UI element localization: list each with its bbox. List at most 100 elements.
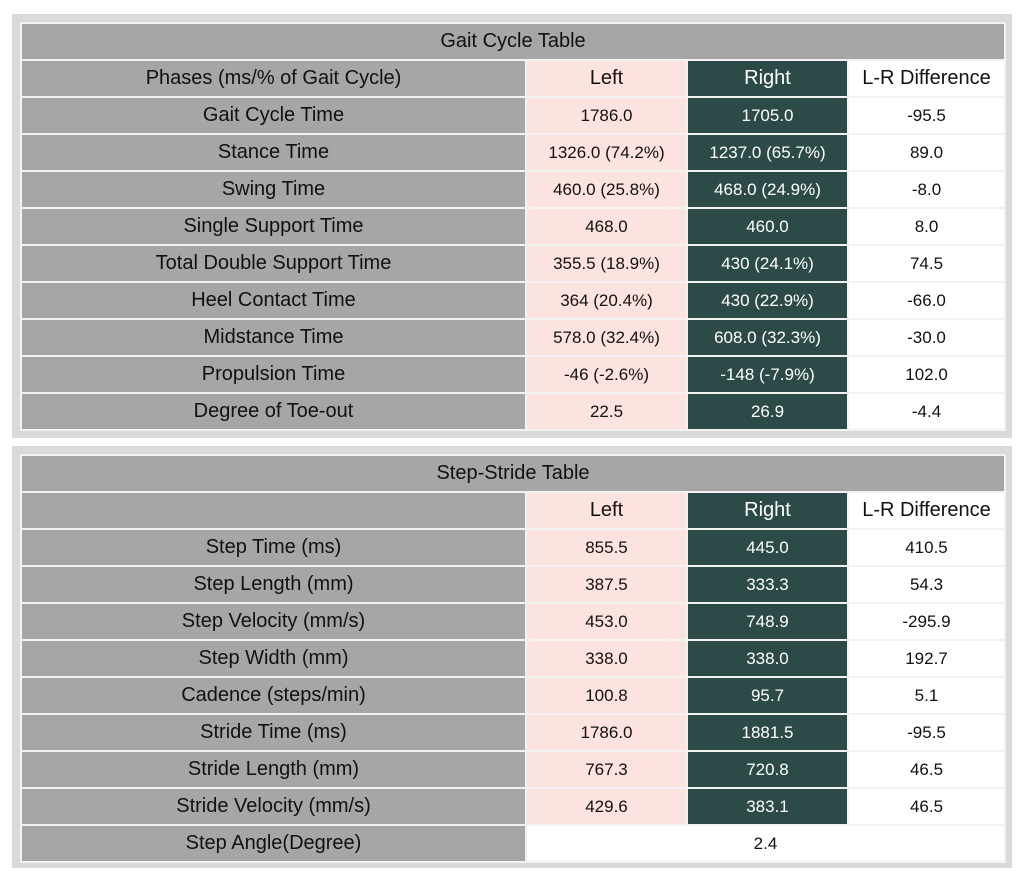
row-label: Total Double Support Time (20, 244, 527, 283)
right-value: 748.9 (686, 602, 849, 641)
right-value: 1237.0 (65.7%) (686, 133, 849, 172)
gait-cycle-title: Gait Cycle Table (19, 22, 1007, 61)
difference-value: 192.7 (847, 639, 1006, 678)
right-value: -148 (-7.9%) (686, 355, 849, 394)
table-row: Step Velocity (mm/s) 453.0 748.9 -295.9 (20, 602, 1006, 641)
difference-value: -295.9 (847, 602, 1006, 641)
table-row: Stance Time 1326.0 (74.2%) 1237.0 (65.7%) 8… (20, 133, 1007, 172)
table-row: Propulsion Time -46 (-2.6%) -148 (-7.9%) 10… (20, 355, 1007, 394)
row-label: Propulsion Time (20, 355, 527, 394)
table-row: Swing Time 460.0 (25.8%) 468.0 (24.9%) -8.0 (20, 170, 1007, 209)
table-row: Single Support Time 468.0 460.0 8.0 (20, 207, 1007, 246)
left-value: 338.0 (525, 639, 688, 678)
table-row: Midstance Time 578.0 (32.4%) 608.0 (32.3%)… (20, 318, 1007, 357)
difference-value: -4.4 (846, 392, 1007, 431)
right-value: 430 (22.9%) (686, 281, 849, 320)
difference-column-header: L-R Difference (846, 59, 1007, 98)
left-column-header: Left (525, 491, 688, 530)
left-value: 387.5 (525, 565, 688, 604)
row-label: Step Width (mm) (20, 639, 527, 678)
right-value: 26.9 (686, 392, 849, 431)
table-row: Cadence (steps/min) 100.8 95.7 5.1 (20, 676, 1006, 715)
metric-column-header (20, 491, 527, 530)
left-value: 855.5 (525, 528, 688, 567)
difference-value: 8.0 (846, 207, 1007, 246)
table-row: Step Width (mm) 338.0 338.0 192.7 (20, 639, 1006, 678)
left-value: -46 (-2.6%) (525, 355, 688, 394)
right-value: 333.3 (686, 565, 849, 604)
left-value: 578.0 (32.4%) (525, 318, 688, 357)
table-row: Degree of Toe-out 22.5 26.9 -4.4 (20, 392, 1007, 431)
left-column-header: Left (525, 59, 688, 98)
row-label: Degree of Toe-out (20, 392, 527, 431)
right-value: 383.1 (686, 787, 849, 826)
right-value: 1705.0 (686, 96, 849, 135)
right-value: 445.0 (686, 528, 849, 567)
row-label: Swing Time (20, 170, 527, 209)
difference-value: 74.5 (846, 244, 1007, 283)
right-value: 468.0 (24.9%) (686, 170, 849, 209)
phases-column-header: Phases (ms/% of Gait Cycle) (20, 59, 527, 98)
row-label: Step Length (mm) (20, 565, 527, 604)
left-value: 1786.0 (525, 713, 688, 752)
right-value: 338.0 (686, 639, 849, 678)
left-value: 460.0 (25.8%) (525, 170, 688, 209)
step-angle-value: 2.4 (525, 824, 1006, 863)
left-value: 22.5 (525, 392, 688, 431)
table-row: Step Length (mm) 387.5 333.3 54.3 (20, 565, 1006, 604)
table-row: Stride Length (mm) 767.3 720.8 46.5 (20, 750, 1006, 789)
step-angle-label: Step Angle(Degree) (20, 824, 527, 863)
difference-value: 89.0 (846, 133, 1007, 172)
row-label: Stride Time (ms) (20, 713, 527, 752)
left-value: 1786.0 (525, 96, 688, 135)
table-row: Stride Velocity (mm/s) 429.6 383.1 46.5 (20, 787, 1006, 826)
left-value: 1326.0 (74.2%) (525, 133, 688, 172)
difference-value: 102.0 (846, 355, 1007, 394)
row-label: Cadence (steps/min) (20, 676, 527, 715)
table-row: Gait Cycle Time 1786.0 1705.0 -95.5 (20, 96, 1007, 135)
right-value: 608.0 (32.3%) (686, 318, 849, 357)
gait-cycle-panel: Gait Cycle Table Phases (ms/% of Gait Cy… (12, 14, 1012, 438)
row-label: Stride Velocity (mm/s) (20, 787, 527, 826)
step-stride-title: Step-Stride Table (20, 454, 1006, 493)
step-stride-table: Step-Stride Table Left Right L-R Differe… (20, 454, 1006, 863)
difference-value: 46.5 (847, 750, 1006, 789)
right-column-header: Right (686, 491, 849, 530)
row-label: Step Velocity (mm/s) (20, 602, 527, 641)
right-value: 95.7 (686, 676, 849, 715)
row-label: Stride Length (mm) (20, 750, 527, 789)
right-value: 460.0 (686, 207, 849, 246)
difference-column-header: L-R Difference (847, 491, 1006, 530)
difference-value: 46.5 (847, 787, 1006, 826)
row-label: Gait Cycle Time (20, 96, 527, 135)
table-row: Step Angle(Degree) 2.4 (20, 824, 1006, 863)
right-column-header: Right (686, 59, 849, 98)
left-value: 355.5 (18.9%) (525, 244, 688, 283)
left-value: 767.3 (525, 750, 688, 789)
row-label: Single Support Time (20, 207, 527, 246)
row-label: Midstance Time (20, 318, 527, 357)
table-row: Total Double Support Time 355.5 (18.9%) 43… (20, 244, 1007, 283)
left-value: 468.0 (525, 207, 688, 246)
table-row: Heel Contact Time 364 (20.4%) 430 (22.9%) -… (20, 281, 1007, 320)
table-row: Step Time (ms) 855.5 445.0 410.5 (20, 528, 1006, 567)
gait-cycle-table: Gait Cycle Table Phases (ms/% of Gait Cy… (19, 22, 1007, 431)
right-value: 720.8 (686, 750, 849, 789)
table-row: Stride Time (ms) 1786.0 1881.5 -95.5 (20, 713, 1006, 752)
left-value: 453.0 (525, 602, 688, 641)
difference-value: -30.0 (846, 318, 1007, 357)
right-value: 430 (24.1%) (686, 244, 849, 283)
difference-value: -95.5 (847, 713, 1006, 752)
difference-value: -95.5 (846, 96, 1007, 135)
left-value: 364 (20.4%) (525, 281, 688, 320)
difference-value: 410.5 (847, 528, 1006, 567)
difference-value: -66.0 (846, 281, 1007, 320)
difference-value: 54.3 (847, 565, 1006, 604)
left-value: 429.6 (525, 787, 688, 826)
difference-value: 5.1 (847, 676, 1006, 715)
row-label: Stance Time (20, 133, 527, 172)
row-label: Step Time (ms) (20, 528, 527, 567)
difference-value: -8.0 (846, 170, 1007, 209)
row-label: Heel Contact Time (20, 281, 527, 320)
right-value: 1881.5 (686, 713, 849, 752)
